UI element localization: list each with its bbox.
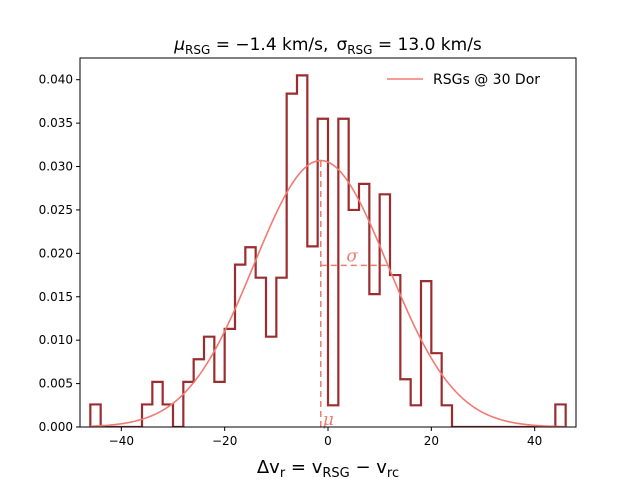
x-tick-label: 0 [324,434,332,448]
xlabel-eq-v: = v [285,457,323,478]
x-axis-label: Δvr = vRSG − vrc [257,457,399,480]
mu-annotation-label: μ [323,410,334,430]
y-tick-label: 0.020 [39,246,73,260]
y-tick-label: 0.000 [39,420,73,434]
legend-label: RSGs @ 30 Dor [433,72,540,88]
y-tick-label: 0.030 [39,160,73,174]
y-tick-label: 0.015 [39,290,73,304]
plot-area: μσ [89,74,567,430]
title-mu-subscript: RSG [185,43,210,57]
x-tick-label: −40 [109,434,134,448]
y-tick-label: 0.025 [39,203,73,217]
x-tick-label: −20 [212,434,237,448]
title-mu-equation: = −1.4 km/s, [210,35,328,55]
histogram-steps [89,74,567,427]
xlabel-minus-v: − v [350,457,388,478]
y-tick-label: 0.040 [39,73,73,87]
y-tick-label: 0.010 [39,333,73,347]
chart-title: μRSG = −1.4 km/s, σRSG = 13.0 km/s [173,35,482,57]
x-tick-label: 20 [424,434,439,448]
y-tick-label: 0.035 [39,116,73,130]
xlabel-delta-v: Δv [257,457,280,478]
xlabel-sub-r: r [280,466,286,480]
axes: −40 −20 0 20 40 0.000 0.005 0.010 0.015 0.020 0.02… [39,57,577,448]
gaussian-fit-curve [90,159,566,427]
x-tick-label: 40 [527,434,542,448]
y-tick-label: 0.005 [39,377,73,391]
title-sigma-subscript: RSG [347,43,372,57]
sigma-annotation-label: σ [346,246,358,266]
legend: RSGs @ 30 Dor [387,72,540,88]
title-sigma-symbol: σ [336,35,347,55]
title-mu-symbol: μ [173,35,185,55]
xlabel-sub-rc: rc [387,466,399,480]
xlabel-sub-rsg: RSG [322,466,349,480]
title-sigma-equation: = 13.0 km/s [372,35,481,55]
